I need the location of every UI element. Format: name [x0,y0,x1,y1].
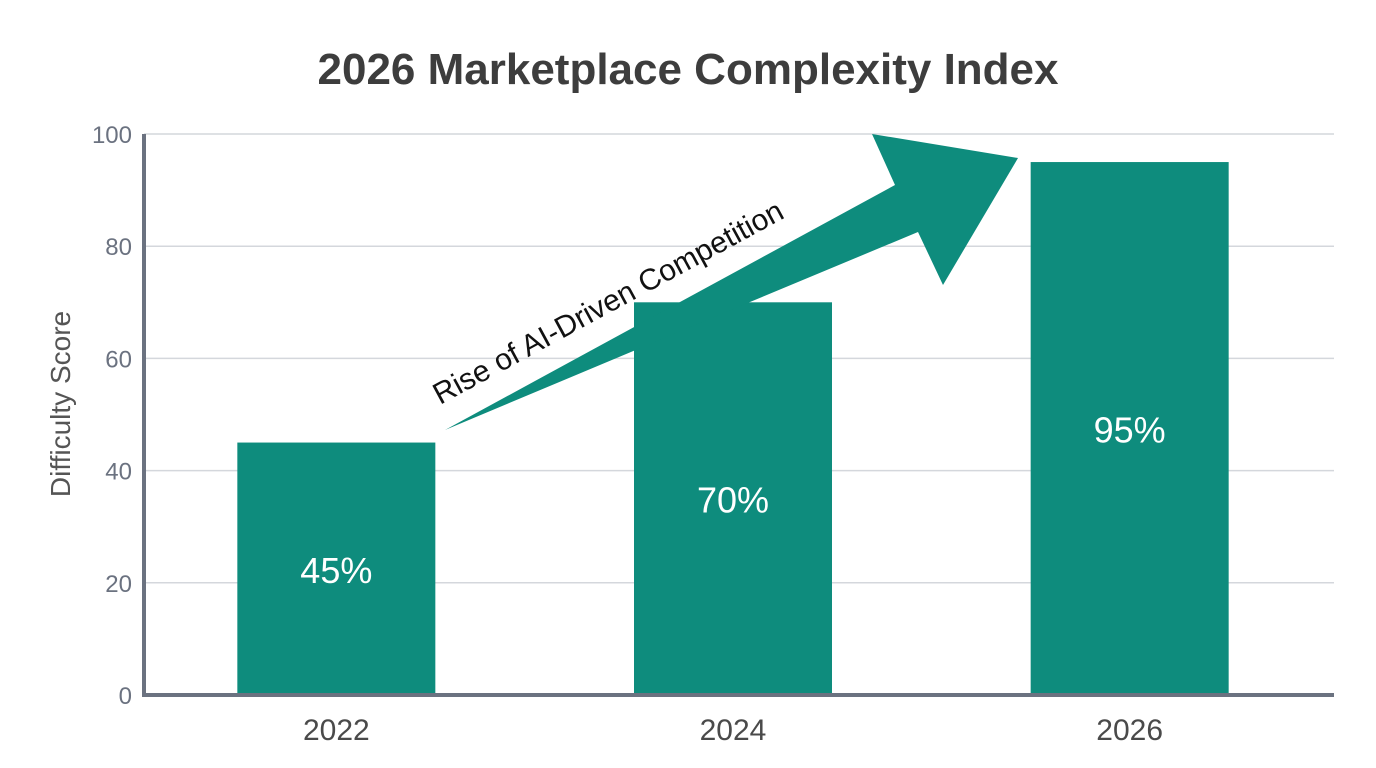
y-axis-ticks: 0 20 40 60 80 100 [92,122,132,710]
chart-title: 2026 Marketplace Complexity Index [318,45,1060,94]
bar-2024 [634,302,832,695]
x-tick-label: 2022 [303,714,370,747]
bar-2026 [1030,162,1229,696]
y-tick-label: 40 [105,459,132,486]
y-axis-label: Difficulty Score [45,311,76,497]
annotation-arrow [445,134,1018,430]
bars: 45% 70% 95% [237,162,1229,696]
data-label: 95% [1094,410,1166,451]
y-tick-label: 0 [119,683,132,710]
y-tick-label: 80 [105,234,132,261]
x-tick-label: 2024 [700,714,767,747]
y-tick-label: 60 [105,346,132,373]
x-axis-ticks: 2022 2024 2026 [303,714,1163,747]
y-tick-label: 20 [105,571,132,598]
x-tick-label: 2026 [1096,714,1163,747]
data-label: 45% [300,550,372,591]
y-tick-label: 100 [92,122,132,149]
bar-2022 [237,442,436,695]
data-label: 70% [697,480,769,521]
